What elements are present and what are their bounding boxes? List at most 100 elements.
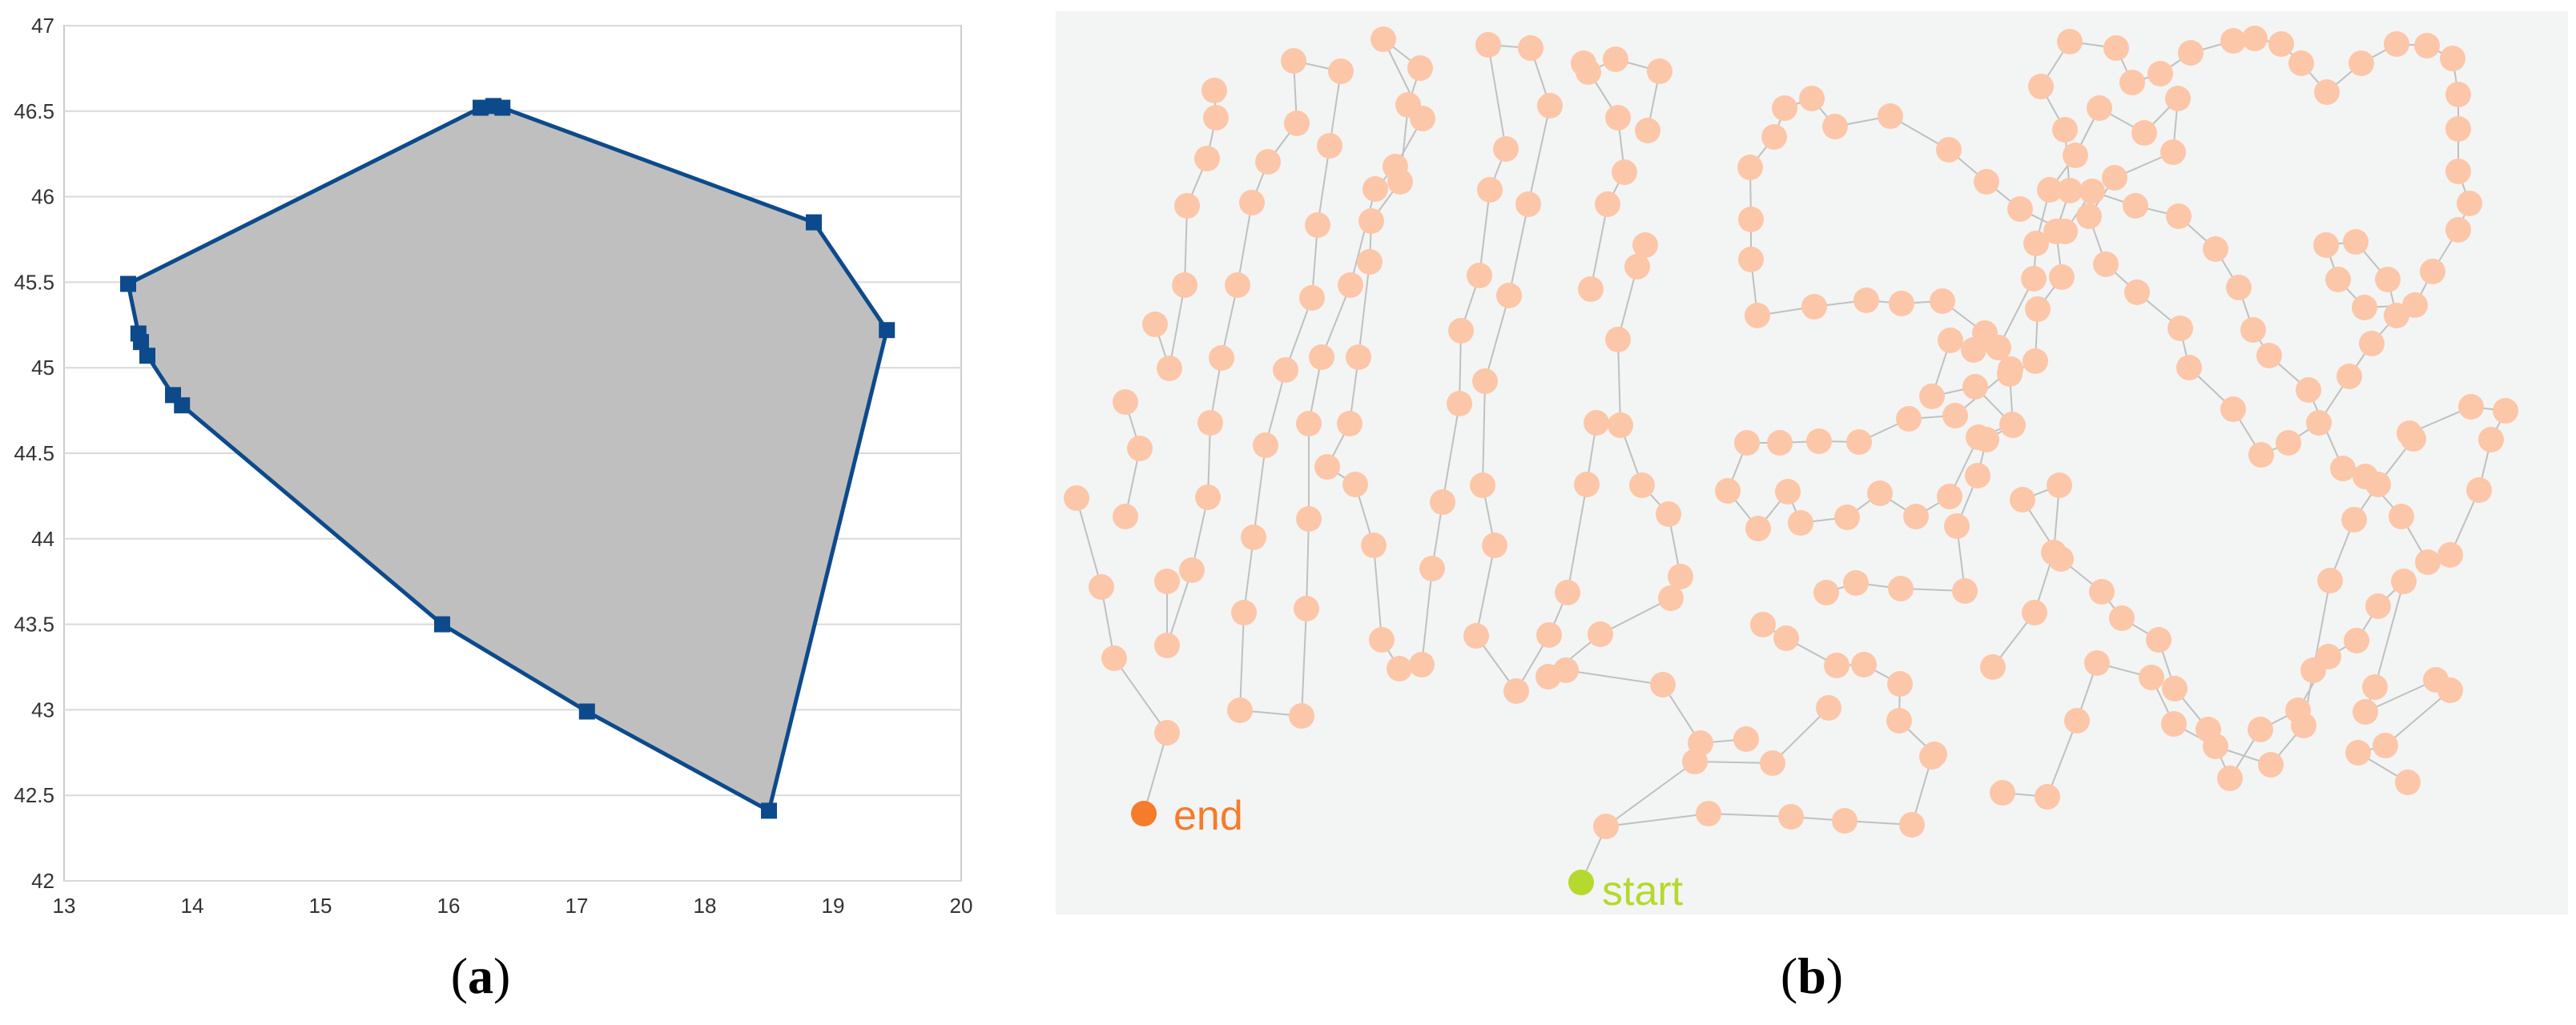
route-node [2037, 177, 2063, 203]
route-node [1179, 557, 1205, 583]
route-node [1846, 429, 1872, 455]
route-node [1867, 480, 1893, 506]
route-node [2103, 35, 2129, 61]
route-node [2028, 74, 2054, 99]
data-point [473, 99, 489, 116]
route-node [1878, 103, 1903, 129]
y-tick-label: 42 [31, 869, 54, 893]
route-node [1974, 169, 1999, 195]
route-node [1142, 312, 1168, 337]
route-node [1089, 574, 1114, 600]
route-node [1937, 484, 1962, 509]
route-edge [1169, 284, 1185, 369]
route-node [1593, 814, 1619, 839]
route-node [1965, 463, 1990, 488]
route-node [2087, 95, 2112, 121]
route-node [1305, 212, 1330, 238]
route-node [2359, 331, 2385, 356]
route-node [2306, 410, 2332, 436]
route-node [2362, 674, 2388, 700]
route-node [2353, 699, 2378, 725]
route-node [2010, 487, 2035, 512]
route-node [2146, 627, 2171, 653]
route-node [2166, 203, 2192, 229]
route-node [1309, 344, 1334, 370]
route-node [1515, 191, 1541, 217]
route-node [1919, 744, 1945, 770]
route-node [1157, 356, 1182, 381]
route-node [1387, 656, 1412, 681]
route-node [1537, 93, 1563, 119]
route-node [1127, 436, 1153, 461]
route-node [2025, 296, 2051, 322]
route-node [2248, 442, 2274, 468]
route-node [2063, 143, 2088, 168]
route-node [2296, 377, 2321, 403]
route-node [1775, 479, 1801, 504]
route-node [2437, 542, 2463, 568]
route-node [1371, 26, 1396, 52]
route-node [1369, 627, 1395, 653]
route-node [2365, 593, 2391, 619]
data-point [434, 616, 450, 633]
route-edge [1565, 669, 1664, 685]
data-point [806, 214, 822, 231]
route-node [1317, 133, 1342, 159]
route-node [1470, 472, 1495, 498]
route-node [1886, 708, 1912, 734]
route-node [2217, 766, 2243, 791]
route-node [2384, 303, 2409, 328]
route-node [1816, 695, 1841, 721]
route-node [2414, 33, 2440, 58]
route-node [1813, 580, 1839, 605]
route-node [1299, 285, 1325, 311]
route-node [1472, 368, 1498, 394]
route-node [2258, 752, 2284, 778]
y-tick-label: 44.5 [14, 441, 54, 465]
route-node [2445, 217, 2471, 243]
route-node [2256, 343, 2282, 368]
route-node [2064, 708, 2090, 734]
route-node [1253, 432, 1278, 458]
route-node [1289, 703, 1314, 729]
route-node [1496, 283, 1522, 308]
route-edge [1237, 202, 1253, 286]
route-node [2248, 717, 2273, 742]
route-node [1843, 570, 1869, 596]
route-node [1201, 78, 1227, 103]
route-node [1605, 105, 1631, 131]
route-node [2220, 396, 2246, 422]
route-node [2420, 259, 2445, 284]
route-node [1387, 169, 1413, 195]
route-node [1113, 504, 1138, 529]
route-node [2035, 784, 2060, 810]
route-node [1998, 356, 2023, 382]
route-node [1463, 623, 1489, 649]
route-node [2047, 472, 2072, 498]
route-node [2048, 546, 2074, 572]
route-node [1806, 428, 1832, 454]
route-edge [1306, 518, 1310, 609]
route-node [1715, 478, 1741, 504]
route-edge [1605, 761, 1696, 827]
route-node [2079, 179, 2105, 204]
route-edge [1301, 608, 1307, 717]
route-node [2493, 398, 2518, 424]
route-node [2076, 203, 2102, 229]
route-node [2478, 427, 2504, 452]
route-node [1738, 247, 1764, 272]
route-edge [1708, 813, 1792, 818]
route-node [1574, 472, 1600, 497]
route-edge [1143, 732, 1168, 814]
route-node [1952, 578, 1978, 604]
route-node [2440, 46, 2465, 71]
y-tick-label: 44 [31, 527, 54, 551]
route-edge [2047, 720, 2078, 798]
route-edge [1166, 569, 1193, 646]
end-marker [1131, 801, 1157, 826]
route-node [2285, 697, 2311, 723]
route-node [1778, 804, 1804, 830]
route-node [2314, 79, 2340, 105]
chart-panel-b: end start (b) [1056, 11, 2568, 1004]
route-edge [1998, 278, 2035, 348]
